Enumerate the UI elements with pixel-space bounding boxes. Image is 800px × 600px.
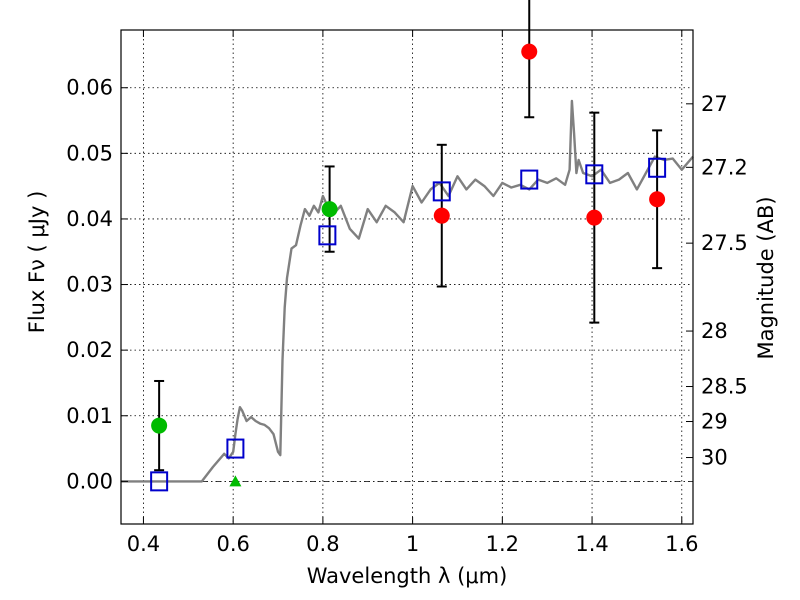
y-tick-label: 0.00 (66, 469, 113, 493)
model-photometry-square (432, 181, 451, 202)
x-tick-label: 1.4 (575, 532, 608, 556)
model-sed-layer (121, 99, 694, 483)
y-tick-label: 0.03 (66, 273, 113, 297)
x-tick-label: 0.8 (306, 532, 339, 556)
model-photometry-square (648, 157, 667, 178)
model-photometry-square (318, 225, 337, 246)
y2-axis-label: Magnitude (AB) (754, 196, 778, 359)
x-tick-label: 1 (406, 532, 419, 556)
y-tick-label: 0.02 (66, 338, 113, 362)
observed-red-point (649, 191, 666, 208)
model-sed-curve (121, 99, 694, 483)
model-photometry-square (150, 471, 169, 492)
observed-upper-limit-triangle (229, 475, 242, 487)
model-photometry-square (226, 438, 245, 459)
mag-tick-label: 27.2 (701, 155, 748, 179)
mag-tick-label: 29 (701, 410, 728, 434)
x-tick-label: 1.2 (486, 532, 519, 556)
y-tick-label: 0.04 (66, 207, 113, 231)
mag-tick-label: 30 (701, 446, 728, 470)
ticks-layer: 0.4 0.6 0.8 1 1.2 1.4 1.6 0.00 0.01 0.02 0.03 0.04 0… (66, 30, 748, 556)
model-photometry-square (585, 164, 604, 185)
observed-green-point (151, 417, 168, 434)
plot-area (121, 30, 693, 524)
y-tick-label: 0.01 (66, 404, 113, 428)
mag-tick-label: 27 (701, 92, 728, 116)
y-tick-label: 0.05 (66, 141, 113, 165)
points-layer (150, 43, 667, 492)
model-photometry-square (520, 169, 539, 190)
x-tick-label: 0.4 (127, 532, 160, 556)
observed-red-point (433, 207, 450, 224)
observed-green-point (321, 201, 338, 218)
x-tick-label: 0.6 (216, 532, 249, 556)
x-axis-label: Wavelength λ (μm) (307, 564, 508, 588)
y-tick-label: 0.06 (66, 76, 113, 100)
x-tick-label: 1.6 (665, 532, 698, 556)
mag-tick-label: 27.5 (701, 231, 748, 255)
mag-tick-label: 28 (701, 319, 728, 343)
observed-red-point (586, 209, 603, 226)
y-axis-label: Flux Fν ( μJy ) (25, 191, 49, 334)
observed-red-point (521, 43, 538, 60)
mag-tick-label: 28.5 (701, 375, 748, 399)
plot-frame (120, 29, 694, 525)
